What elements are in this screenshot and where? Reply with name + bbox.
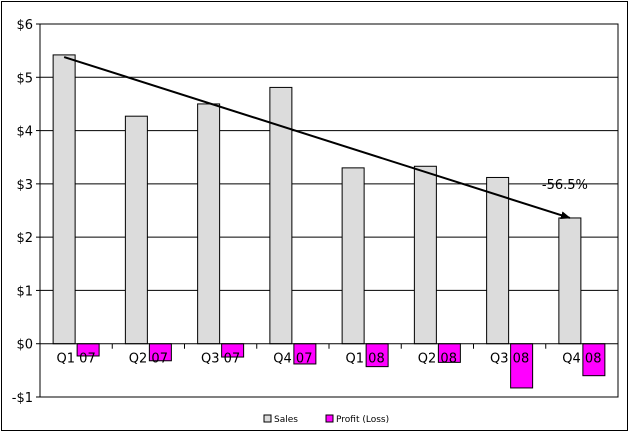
gridlines bbox=[36, 23, 619, 398]
bar-sales bbox=[486, 176, 510, 345]
trend-arrow bbox=[63, 56, 571, 220]
x-tick-label: Q1 07 bbox=[57, 352, 96, 367]
y-tick-label: $6 bbox=[16, 18, 33, 33]
y-tick-label: $5 bbox=[16, 71, 33, 86]
y-tick-label: -$1 bbox=[12, 391, 33, 406]
x-tick-label: Q2 08 bbox=[418, 352, 457, 367]
legend-swatch bbox=[325, 414, 334, 423]
y-tick-label: $3 bbox=[16, 178, 33, 193]
x-tick-label: Q2 07 bbox=[129, 352, 168, 367]
bar-sales bbox=[341, 167, 365, 345]
y-tick-label: $0 bbox=[16, 338, 33, 353]
legend-label: Sales bbox=[274, 415, 298, 425]
bars bbox=[52, 54, 606, 389]
x-tick-label: Q4 08 bbox=[562, 352, 601, 367]
y-tick-label: $4 bbox=[16, 125, 33, 140]
x-tick-label: Q1 08 bbox=[346, 352, 385, 367]
x-tick-label: Q3 08 bbox=[490, 352, 529, 367]
y-tick-label: $1 bbox=[16, 284, 33, 299]
bar-sales bbox=[558, 217, 582, 345]
legend-swatch bbox=[263, 414, 272, 423]
trend-annotation: -56.5% bbox=[63, 56, 588, 220]
bar-sales bbox=[413, 165, 437, 345]
x-tick-label: Q4 07 bbox=[273, 352, 312, 367]
legend: Sales Profit (Loss) bbox=[263, 414, 389, 425]
bar-sales bbox=[124, 115, 148, 345]
bar-sales bbox=[197, 103, 221, 345]
trend-annotation-label: -56.5% bbox=[542, 178, 588, 193]
x-axis-tick-labels: Q1 07 Q2 07 Q3 07 Q4 07 Q1 08 Q2 08 Q3 08 Q4 08 bbox=[39, 343, 619, 367]
x-tick-label: Q3 07 bbox=[201, 352, 240, 367]
y-tick-label: $2 bbox=[16, 231, 33, 246]
y-axis-tick-labels: $6 $5 $4 $3 $2 $1 $0 -$1 bbox=[12, 18, 33, 406]
legend-label: Profit (Loss) bbox=[336, 415, 389, 425]
bar-sales bbox=[52, 54, 76, 345]
